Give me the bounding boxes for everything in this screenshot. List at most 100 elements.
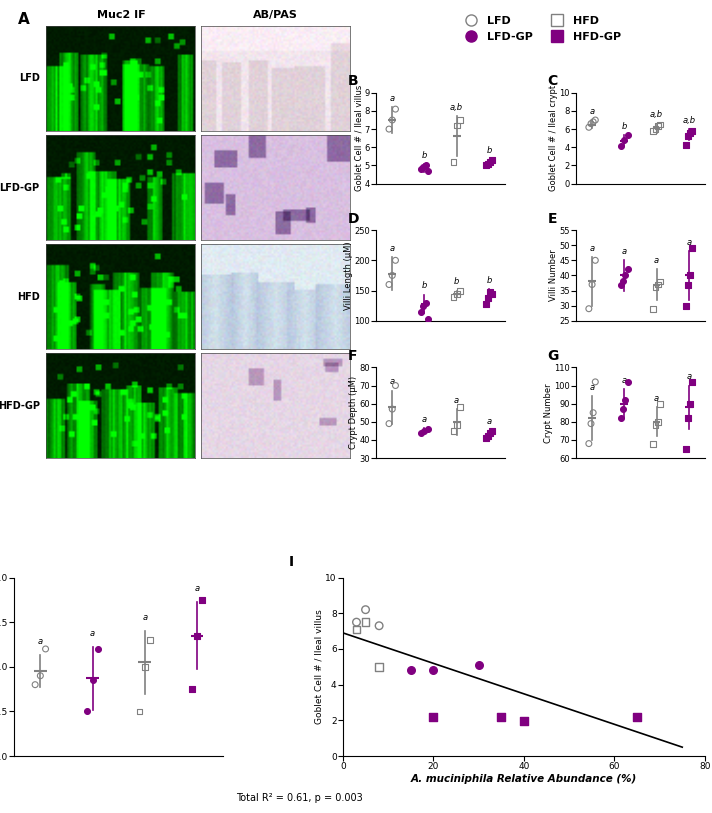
Point [416,163,427,176]
Point [650,419,661,432]
Point [389,379,401,392]
Point [351,615,362,628]
Point [583,302,595,315]
Point [422,164,434,177]
Point [587,406,599,420]
Point [484,285,496,298]
Text: a: a [389,377,395,386]
Text: a,b: a,b [682,115,696,124]
Point [590,376,601,389]
Point [360,615,371,628]
Point [583,121,595,134]
Y-axis label: Villi Number: Villi Number [549,250,557,302]
Point [482,291,493,304]
Point [622,129,633,142]
Point [684,269,696,282]
Text: HFD-GP: HFD-GP [0,401,40,411]
Point [387,402,398,415]
Point [405,664,417,677]
Point [615,140,627,153]
Point [650,123,661,136]
Point [422,312,434,325]
Point [134,705,145,718]
Text: HFD: HFD [17,292,40,302]
Point [454,114,466,127]
Point [419,424,430,437]
Point [428,711,439,724]
Point [486,154,498,167]
Point [615,278,627,291]
Text: a: a [454,396,459,405]
Text: a,b: a,b [450,103,464,112]
Text: C: C [548,74,557,89]
Point [484,155,496,168]
Point [480,432,491,445]
Point [617,275,629,288]
Point [684,126,696,139]
Text: b: b [622,122,627,131]
Text: a: a [389,244,395,253]
Point [654,118,666,131]
Point [680,299,691,312]
Point [648,302,659,315]
Text: AB/PAS: AB/PAS [253,10,298,20]
Text: F: F [347,349,357,363]
Point [422,423,434,436]
Text: b: b [486,146,491,155]
Point [496,711,507,724]
Point [373,660,384,673]
Point [373,620,384,633]
Point [428,664,439,677]
Point [420,159,431,172]
Text: LFD-GP: LFD-GP [0,183,40,193]
Point [680,138,691,151]
Point [648,124,659,137]
Y-axis label: Villi Length (μM): Villi Length (μM) [344,241,352,310]
Point [389,254,401,267]
Point [648,437,659,450]
Text: I: I [288,554,294,568]
Text: b: b [422,281,427,290]
Point [451,287,462,300]
Text: a: a [622,376,627,385]
Point [486,424,498,437]
Text: b: b [422,151,427,160]
Text: LFD: LFD [19,73,40,84]
Text: a: a [622,247,627,256]
Point [145,633,156,646]
Point [451,419,462,432]
Point [486,287,498,300]
Point [29,678,41,691]
Legend: LFD, LFD-GP, HFD, HFD-GP: LFD, LFD-GP, HFD, HFD-GP [456,12,625,46]
Point [587,278,598,291]
Point [383,123,394,136]
Text: a: a [590,107,595,116]
Point [652,278,664,291]
Text: a: a [654,393,659,402]
Point [622,376,633,389]
Point [383,278,394,291]
Text: Total R² = 0.61, p = 0.003: Total R² = 0.61, p = 0.003 [236,793,362,803]
Point [615,411,627,424]
Point [186,683,197,696]
Point [480,159,491,172]
Point [617,402,629,415]
Point [482,157,493,170]
Point [418,161,429,174]
Text: a: a [90,629,95,638]
Point [451,119,462,132]
Y-axis label: Goblet Cell # / Ileal crypt: Goblet Cell # / Ileal crypt [549,85,557,191]
Point [35,669,46,682]
Text: a: a [686,237,691,246]
Point [590,254,601,267]
Point [139,660,150,673]
Text: D: D [347,211,360,225]
Y-axis label: Crypt Depth (μM): Crypt Depth (μM) [349,376,358,450]
Text: a: a [389,93,395,102]
Point [87,674,98,687]
Point [448,155,459,168]
Point [387,114,398,127]
Point [590,114,601,127]
Text: a: a [654,256,659,265]
Text: A: A [18,12,30,27]
